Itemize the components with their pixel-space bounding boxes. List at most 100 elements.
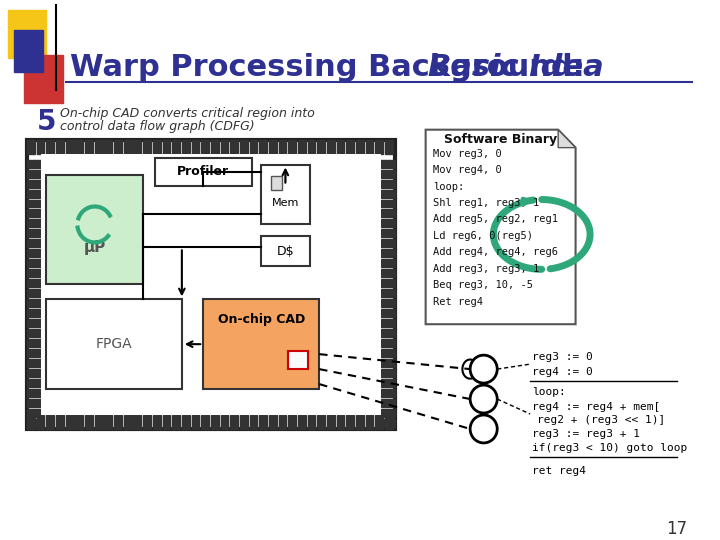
Bar [27,160,40,167]
Bar [172,415,180,429]
Bar [356,140,364,153]
Bar [66,415,73,429]
Bar [40,153,381,415]
Bar [27,140,395,429]
Bar [381,269,395,278]
Bar [153,140,161,153]
Bar [133,140,141,153]
Bar [381,279,395,287]
Text: On-chip CAD: On-chip CAD [217,313,305,326]
Text: Shl reg1, reg3, 1: Shl reg1, reg3, 1 [433,198,539,208]
Bar [85,140,93,153]
Bar [27,369,40,377]
Circle shape [470,415,498,443]
Bar [279,415,287,429]
Bar [95,415,102,429]
Bar [124,415,132,429]
Bar [240,415,248,429]
Bar [27,289,40,298]
Bar [46,415,54,429]
Bar [381,239,395,247]
Bar [27,219,40,227]
Bar [46,299,182,389]
Text: Mov reg4, 0: Mov reg4, 0 [433,165,502,175]
Bar [327,140,335,153]
Bar [172,140,180,153]
Bar [27,409,40,417]
Bar [381,219,395,227]
Bar [46,174,143,285]
Text: 5: 5 [37,108,56,136]
Bar [381,180,395,187]
Bar [37,140,45,153]
Bar [279,140,287,153]
Bar [8,10,46,58]
Bar [288,415,296,429]
Bar [381,339,395,347]
Text: if(reg3 < 10) goto loop: if(reg3 < 10) goto loop [532,443,688,453]
Bar [381,210,395,218]
Bar [381,190,395,198]
Bar [27,239,40,247]
Bar [27,415,35,429]
Text: Beq reg3, 10, -5: Beq reg3, 10, -5 [433,280,534,291]
Text: Basic Idea: Basic Idea [428,53,603,82]
Bar [298,415,306,429]
Bar [27,140,35,153]
Bar [366,415,374,429]
Bar [230,140,238,153]
Bar [220,415,228,429]
Bar [375,415,383,429]
Bar [27,309,40,317]
Bar [27,170,40,178]
Bar [76,140,84,153]
Circle shape [470,355,498,383]
Bar [381,389,395,397]
Bar [46,140,54,153]
Bar [192,415,199,429]
Bar [27,230,40,238]
Text: Ret reg4: Ret reg4 [433,297,483,307]
Bar [203,299,319,389]
Bar [220,140,228,153]
Bar [381,409,395,417]
Text: reg3 := 0: reg3 := 0 [532,352,593,362]
Bar [381,160,395,167]
Bar [201,415,209,429]
Bar [27,299,40,307]
Bar [27,199,40,207]
Text: 17: 17 [667,519,688,538]
Bar [381,230,395,238]
Bar [259,140,267,153]
Bar [27,249,40,258]
Bar [307,415,315,429]
Bar [27,389,40,397]
Text: ret reg4: ret reg4 [532,466,586,476]
Bar [288,351,307,369]
Bar [381,199,395,207]
Bar [211,415,219,429]
Bar [366,140,374,153]
Bar [381,170,395,178]
Bar [27,190,40,198]
Text: reg2 + (reg3 << 1)]: reg2 + (reg3 << 1)] [537,415,665,425]
Bar [261,237,310,266]
Bar [381,319,395,327]
Bar [271,176,282,190]
Bar [381,299,395,307]
Bar [27,319,40,327]
Bar [269,415,276,429]
Text: Add reg3, reg3, 1: Add reg3, reg3, 1 [433,264,539,274]
Text: Ld reg6, 0(reg5): Ld reg6, 0(reg5) [433,231,534,241]
Text: Software Binary: Software Binary [444,133,557,146]
Bar [381,399,395,407]
Bar [381,359,395,367]
Bar [155,158,251,186]
Bar [381,349,395,357]
Bar [346,140,354,153]
Bar [240,140,248,153]
Bar [385,140,392,153]
Bar [356,415,364,429]
Bar [337,140,344,153]
Bar [192,140,199,153]
